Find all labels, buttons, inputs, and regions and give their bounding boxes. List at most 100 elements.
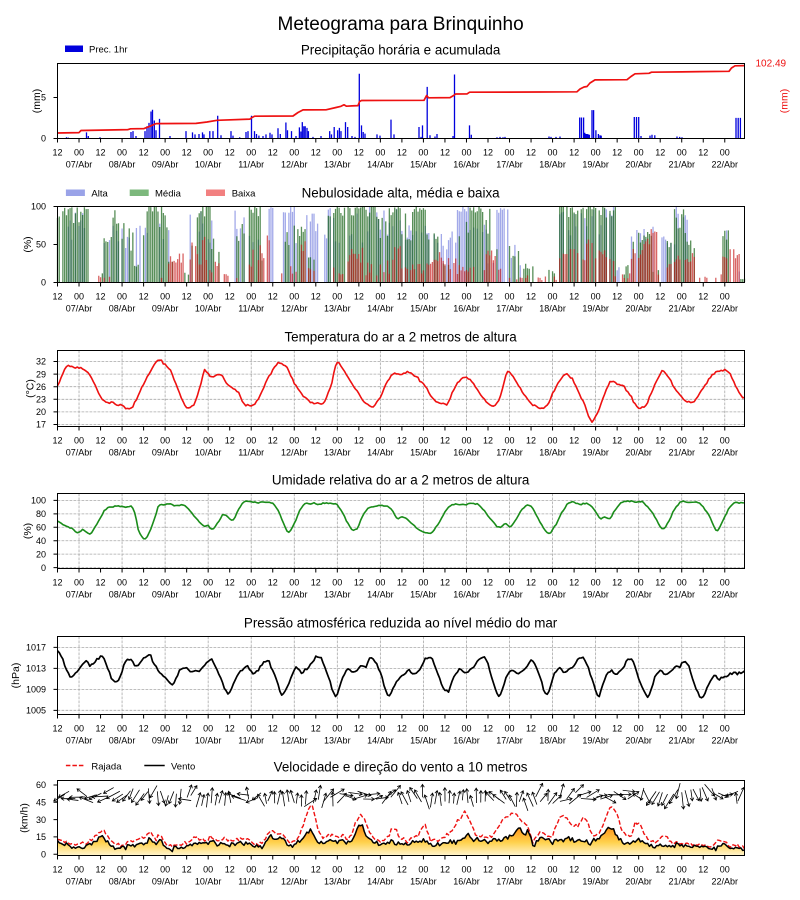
svg-text:00: 00 — [160, 865, 170, 875]
svg-text:12/Abr: 12/Abr — [281, 160, 308, 170]
svg-text:11/Abr: 11/Abr — [238, 736, 264, 746]
svg-text:(%): (%) — [22, 523, 34, 539]
svg-text:08/Abr: 08/Abr — [109, 877, 136, 887]
svg-text:00: 00 — [203, 292, 213, 302]
svg-text:00: 00 — [160, 578, 170, 588]
svg-text:08/Abr: 08/Abr — [109, 304, 136, 314]
svg-text:12: 12 — [268, 292, 278, 302]
svg-text:22/Abr: 22/Abr — [712, 877, 739, 887]
svg-text:12: 12 — [182, 724, 192, 734]
svg-text:12: 12 — [354, 724, 364, 734]
svg-text:13/Abr: 13/Abr — [324, 590, 351, 600]
svg-text:100: 100 — [31, 202, 46, 212]
svg-text:00: 00 — [332, 578, 342, 588]
svg-text:26: 26 — [36, 382, 46, 392]
svg-text:18/Abr: 18/Abr — [539, 448, 566, 458]
svg-text:1017: 1017 — [26, 643, 46, 653]
svg-text:15/Abr: 15/Abr — [410, 736, 437, 746]
svg-text:12: 12 — [182, 292, 192, 302]
svg-text:12: 12 — [483, 724, 493, 734]
svg-text:00: 00 — [74, 292, 84, 302]
svg-text:40: 40 — [36, 536, 46, 546]
svg-text:15/Abr: 15/Abr — [410, 304, 437, 314]
svg-text:00: 00 — [505, 865, 515, 875]
svg-text:12: 12 — [225, 578, 235, 588]
svg-text:00: 00 — [332, 865, 342, 875]
svg-text:Prec. 1hr: Prec. 1hr — [89, 44, 128, 55]
svg-text:12: 12 — [354, 292, 364, 302]
svg-text:00: 00 — [74, 865, 84, 875]
svg-text:0: 0 — [41, 563, 46, 573]
svg-text:00: 00 — [246, 724, 256, 734]
svg-text:00: 00 — [677, 148, 687, 158]
svg-text:10/Abr: 10/Abr — [195, 304, 222, 314]
svg-text:16/Abr: 16/Abr — [453, 160, 480, 170]
svg-text:Pressão atmosférica reduzida a: Pressão atmosférica reduzida ao nível mé… — [244, 616, 558, 631]
svg-text:12: 12 — [612, 724, 622, 734]
svg-text:12: 12 — [225, 724, 235, 734]
svg-text:14/Abr: 14/Abr — [367, 736, 394, 746]
svg-text:Média: Média — [155, 188, 182, 199]
svg-text:12: 12 — [440, 865, 450, 875]
svg-text:00: 00 — [677, 436, 687, 446]
svg-text:14/Abr: 14/Abr — [367, 448, 394, 458]
svg-text:12: 12 — [698, 148, 708, 158]
svg-text:12: 12 — [96, 148, 106, 158]
svg-text:00: 00 — [74, 578, 84, 588]
svg-text:00: 00 — [375, 148, 385, 158]
svg-text:12: 12 — [569, 436, 579, 446]
svg-text:12: 12 — [526, 292, 536, 302]
svg-text:20/Abr: 20/Abr — [625, 590, 652, 600]
svg-text:00: 00 — [289, 292, 299, 302]
svg-text:12: 12 — [483, 148, 493, 158]
svg-text:12: 12 — [96, 865, 106, 875]
svg-text:00: 00 — [677, 292, 687, 302]
svg-text:12: 12 — [96, 578, 106, 588]
svg-text:16/Abr: 16/Abr — [453, 448, 480, 458]
svg-text:12: 12 — [612, 865, 622, 875]
svg-text:00: 00 — [375, 292, 385, 302]
svg-text:12: 12 — [182, 578, 192, 588]
svg-text:19/Abr: 19/Abr — [582, 590, 609, 600]
svg-text:12: 12 — [440, 578, 450, 588]
svg-text:22/Abr: 22/Abr — [712, 736, 739, 746]
svg-text:60: 60 — [36, 522, 46, 532]
svg-text:12: 12 — [52, 436, 62, 446]
svg-text:00: 00 — [332, 724, 342, 734]
svg-text:18/Abr: 18/Abr — [539, 304, 566, 314]
svg-text:12: 12 — [397, 724, 407, 734]
svg-text:23: 23 — [36, 395, 46, 405]
svg-text:22/Abr: 22/Abr — [712, 160, 739, 170]
svg-text:16/Abr: 16/Abr — [453, 877, 480, 887]
svg-text:45: 45 — [36, 798, 46, 808]
svg-text:00: 00 — [375, 578, 385, 588]
svg-text:20/Abr: 20/Abr — [625, 160, 652, 170]
svg-text:17/Abr: 17/Abr — [496, 160, 523, 170]
svg-text:00: 00 — [203, 148, 213, 158]
svg-text:00: 00 — [246, 148, 256, 158]
svg-text:12/Abr: 12/Abr — [281, 448, 308, 458]
svg-text:22/Abr: 22/Abr — [712, 590, 739, 600]
svg-text:15: 15 — [36, 832, 46, 842]
svg-text:12: 12 — [268, 724, 278, 734]
svg-text:Nebulosidade alta, média e bai: Nebulosidade alta, média e baixa — [302, 186, 501, 201]
svg-text:12: 12 — [182, 865, 192, 875]
svg-text:00: 00 — [289, 865, 299, 875]
svg-text:00: 00 — [677, 578, 687, 588]
svg-text:12: 12 — [52, 578, 62, 588]
svg-text:18/Abr: 18/Abr — [539, 877, 566, 887]
svg-text:00: 00 — [505, 292, 515, 302]
svg-text:00: 00 — [246, 865, 256, 875]
svg-text:5: 5 — [41, 93, 46, 103]
svg-text:00: 00 — [117, 724, 127, 734]
svg-text:12: 12 — [655, 578, 665, 588]
svg-text:17/Abr: 17/Abr — [496, 448, 523, 458]
svg-text:17/Abr: 17/Abr — [496, 590, 523, 600]
svg-text:20/Abr: 20/Abr — [625, 736, 652, 746]
svg-text:00: 00 — [505, 724, 515, 734]
svg-text:00: 00 — [246, 292, 256, 302]
svg-text:00: 00 — [548, 724, 558, 734]
svg-text:11/Abr: 11/Abr — [238, 304, 264, 314]
svg-text:00: 00 — [505, 578, 515, 588]
svg-text:00: 00 — [461, 292, 471, 302]
